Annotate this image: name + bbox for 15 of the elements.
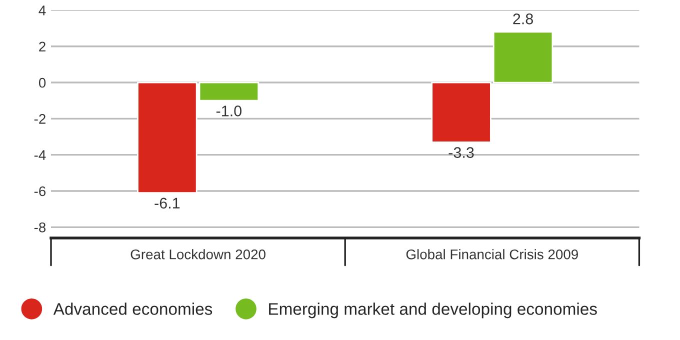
data-label: -6.1 — [154, 198, 180, 209]
legend-label: Emerging market and developing economies — [269, 302, 597, 318]
legend-label: Advanced economies — [53, 302, 212, 315]
x-tick-label: Global Financial Crisis 2009 — [406, 249, 578, 260]
y-tick-label: 2 — [39, 42, 46, 52]
x-tick-label: Great Lockdown 2020 — [130, 249, 266, 260]
y-tick-label: 4 — [38, 6, 46, 16]
y-tick-label: -6 — [34, 186, 46, 196]
y-tick-label: -4 — [34, 150, 46, 160]
data-label: -1.0 — [216, 106, 242, 116]
data-label: -3.3 — [448, 147, 474, 158]
y-tick-label: -2 — [34, 114, 46, 124]
y-tick-label: -8 — [34, 222, 46, 232]
y-tick-label: 0 — [38, 78, 46, 88]
data-label: 2.8 — [513, 14, 533, 24]
